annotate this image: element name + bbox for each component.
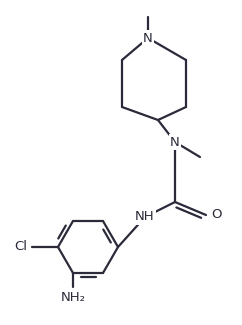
Text: Cl: Cl (14, 240, 27, 254)
Text: N: N (143, 32, 153, 45)
Text: N: N (170, 136, 180, 149)
Text: NH₂: NH₂ (60, 291, 85, 304)
Text: NH: NH (135, 211, 155, 224)
Text: O: O (211, 209, 221, 222)
